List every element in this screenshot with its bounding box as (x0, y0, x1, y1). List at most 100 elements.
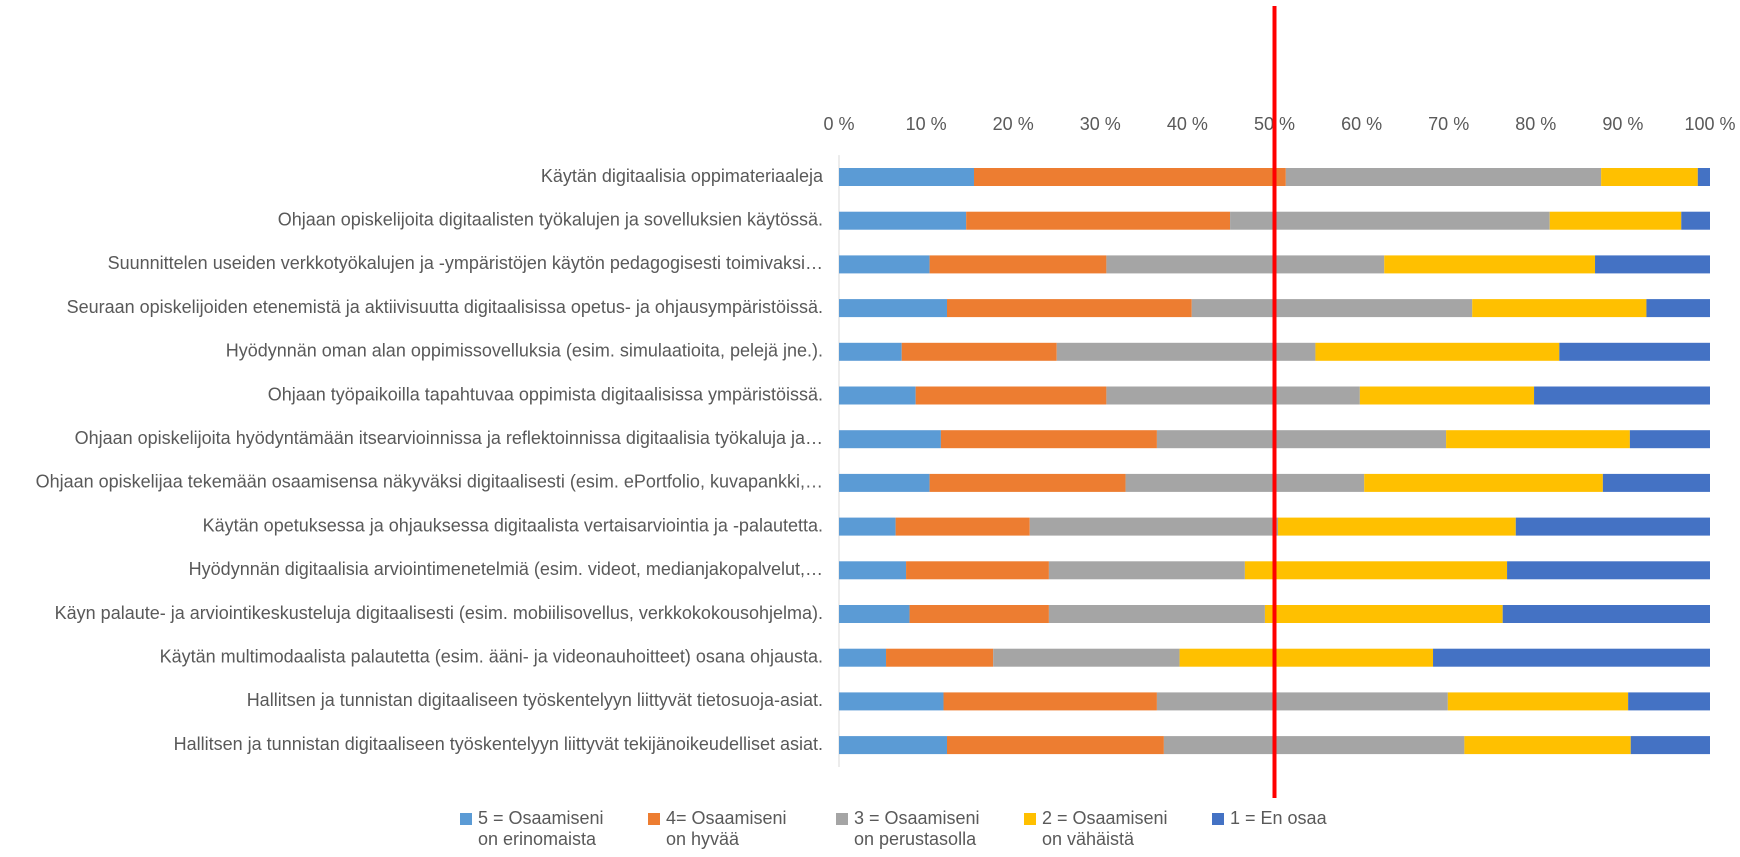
x-tick-label: 20 % (993, 114, 1034, 134)
legend-label: 2 = Osaamiseni on vähäistä (1042, 808, 1168, 849)
bar-segment (1264, 605, 1503, 623)
legend-label: 1 = En osaa (1230, 808, 1327, 828)
bar-segment (1048, 561, 1245, 580)
bar-segment (886, 648, 994, 667)
bar-segment (906, 561, 1049, 580)
y-tick-label: Käyn palaute- ja arviointikeskusteluja d… (55, 603, 823, 623)
bar-segment (1156, 430, 1447, 449)
legend-swatch (460, 813, 472, 825)
y-tick-label: Käytän multimodaalista palautetta (esim.… (160, 646, 823, 666)
y-tick-label: Seuraan opiskelijoiden etenemistä ja akt… (67, 297, 823, 317)
bar-segment (1359, 386, 1535, 405)
x-tick-label: 0 % (823, 114, 854, 134)
bar-segment (1364, 473, 1603, 492)
y-tick-label: Ohjaan opiskelijoita hyödyntämään itsear… (75, 428, 823, 448)
bar-segment (839, 561, 907, 580)
bar-segment (1106, 386, 1360, 405)
legend-item: 3 = Osaamiseni on perustasolla (836, 808, 996, 850)
bar-segment (1559, 342, 1710, 361)
x-tick-label: 70 % (1428, 114, 1469, 134)
y-tick-label: Hyödynnän digitaalisia arviointimenetelm… (189, 559, 823, 579)
bar-segment (1446, 430, 1630, 449)
bar-segment (1191, 299, 1473, 318)
legend-label: 4= Osaamiseni on hyvää (666, 808, 787, 849)
bar-segment (1630, 736, 1710, 755)
x-tick-label: 100 % (1684, 114, 1735, 134)
bar-segment (947, 299, 1192, 318)
legend-item: 2 = Osaamiseni on vähäistä (1024, 808, 1184, 850)
bar-segment (839, 605, 910, 623)
bar-segment (1244, 561, 1508, 580)
bar-segment (839, 168, 975, 186)
bar-segment (1601, 168, 1698, 186)
bar-segment (839, 299, 948, 318)
y-tick-label: Ohjaan työpaikoilla tapahtuvaa oppimista… (268, 384, 823, 404)
x-tick-label: 80 % (1515, 114, 1556, 134)
bar-segment (974, 168, 1286, 186)
bar-segment (1056, 342, 1316, 361)
legend-swatch (648, 813, 660, 825)
x-tick-label: 10 % (906, 114, 947, 134)
legend-swatch (1212, 813, 1224, 825)
bar-segment (929, 255, 1107, 274)
x-tick-label: 60 % (1341, 114, 1382, 134)
x-tick-label: 30 % (1080, 114, 1121, 134)
bar-segment (1230, 211, 1550, 230)
bar-segment (1697, 168, 1710, 186)
bar-segment (1472, 299, 1647, 318)
bar-segment (839, 736, 948, 755)
bar-segment (839, 692, 944, 711)
bar-segment (1125, 473, 1365, 492)
legend: 5 = Osaamiseni on erinomaista 4= Osaamise… (460, 808, 1372, 850)
bar-segment (1464, 736, 1631, 755)
x-tick-label: 40 % (1167, 114, 1208, 134)
bar-segment (1681, 211, 1710, 230)
bar-segment (1646, 299, 1710, 318)
bar-segment (993, 648, 1180, 667)
bar-segment (1534, 386, 1710, 405)
bar-segment (839, 342, 902, 361)
legend-label: 5 = Osaamiseni on erinomaista (478, 808, 604, 849)
x-tick-label: 90 % (1602, 114, 1643, 134)
bar-segment (839, 386, 916, 405)
bar-segment (1507, 561, 1710, 580)
legend-swatch (1024, 813, 1036, 825)
y-tick-label: Käytän digitaalisia oppimateriaaleja (541, 166, 824, 186)
bar-segment (901, 342, 1057, 361)
bar-segment (1277, 517, 1516, 536)
bar-segment (1595, 255, 1710, 274)
bar-segment (895, 517, 1030, 536)
y-tick-label: Käytän opetuksessa ja ohjauksessa digita… (203, 515, 823, 535)
bar-segment (940, 430, 1157, 449)
bar-segment (966, 211, 1231, 230)
legend-label: 3 = Osaamiseni on perustasolla (854, 808, 980, 849)
legend-item: 1 = En osaa (1212, 808, 1372, 850)
bar-segment (947, 736, 1164, 755)
bar-segment (1315, 342, 1560, 361)
bar-segment (1602, 473, 1710, 492)
bar-segment (1502, 605, 1710, 623)
bar-segment (839, 430, 941, 449)
bar-segment (929, 473, 1126, 492)
legend-swatch (836, 813, 848, 825)
y-tick-label: Ohjaan opiskelijaa tekemään osaamisensa … (36, 472, 823, 492)
y-tick-label: Suunnittelen useiden verkkotyökalujen ja… (108, 253, 823, 273)
bar-segment (839, 648, 887, 667)
bar-segment (1106, 255, 1385, 274)
bar-segment (1628, 692, 1710, 711)
bar-segment (1179, 648, 1434, 667)
bar-segment (1384, 255, 1596, 274)
bar-segment (1029, 517, 1278, 536)
bar-segment (839, 517, 896, 536)
bar-segment (839, 255, 930, 274)
bar-segment (1629, 430, 1710, 449)
bar-segment (1048, 605, 1265, 623)
y-tick-label: Ohjaan opiskelijoita digitaalisten työka… (278, 209, 823, 229)
legend-item: 4= Osaamiseni on hyvää (648, 808, 808, 850)
bar-segment (1163, 736, 1465, 755)
y-tick-label: Hyödynnän oman alan oppimissovelluksia (… (226, 341, 823, 361)
legend-item: 5 = Osaamiseni on erinomaista (460, 808, 620, 850)
bar-segment (839, 211, 967, 230)
y-tick-label: Hallitsen ja tunnistan digitaaliseen työ… (174, 734, 823, 754)
